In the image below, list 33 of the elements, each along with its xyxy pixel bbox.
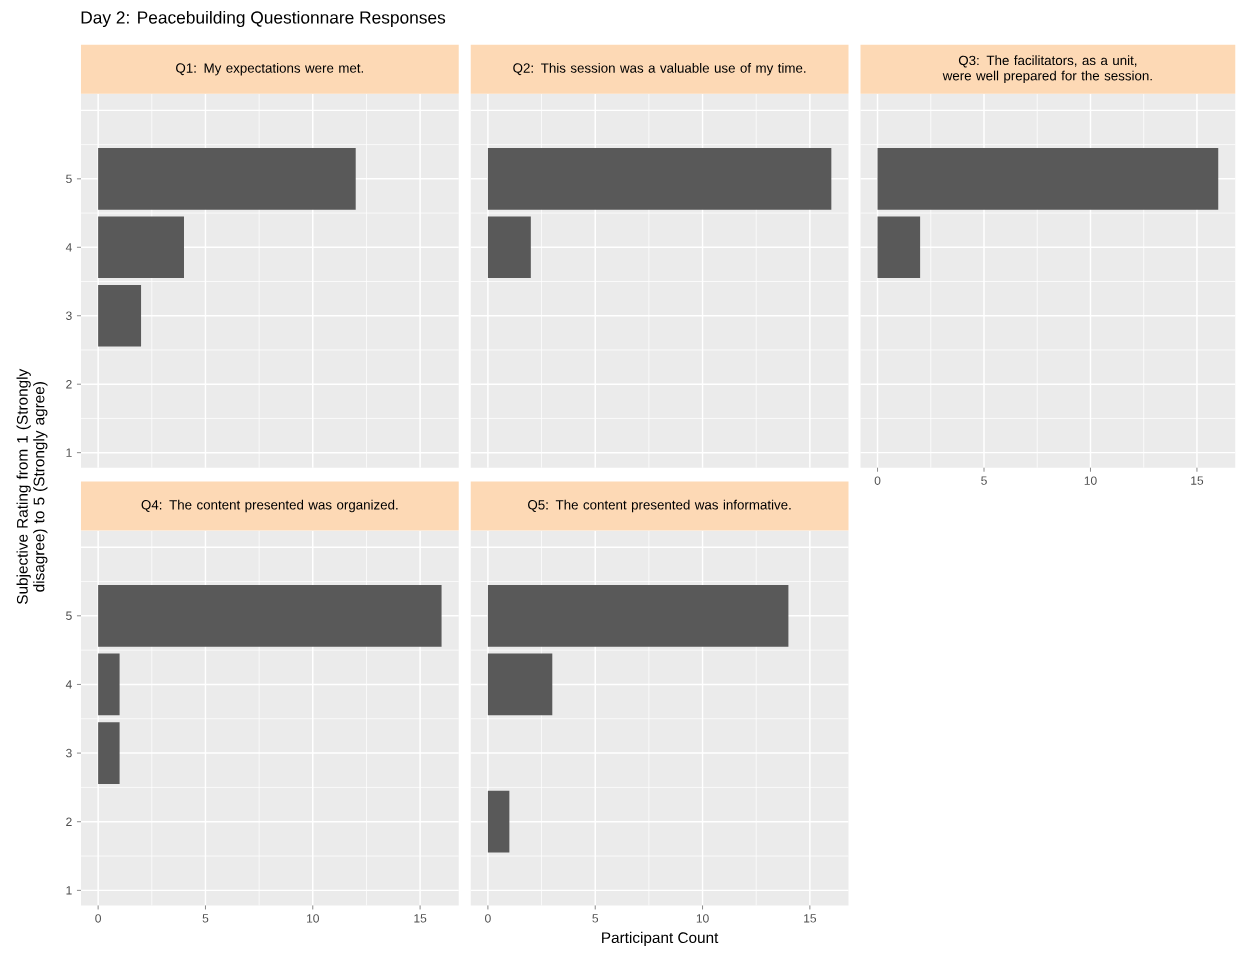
y-tick-label: 4 xyxy=(65,680,72,689)
bar xyxy=(487,584,789,647)
bar xyxy=(487,790,510,853)
y-tick-label: 2 xyxy=(66,817,72,826)
x-tick-label: 0 xyxy=(95,913,101,923)
y-tick-label: 3 xyxy=(66,311,72,320)
text: Day 2: Peacebuilding Questionnare Responses xyxy=(81,10,446,27)
x-tick-label: 5 xyxy=(981,476,987,485)
x-tick-label: 10 xyxy=(307,913,319,923)
x-tick-label: 15 xyxy=(1191,476,1204,485)
y-tick-label: 1 xyxy=(66,448,72,457)
y-axis-title: Subjective Rating from 1 (Strongly disagree) to 5 (Strongly agree) xyxy=(16,368,48,604)
x-axis-title: Participant Count xyxy=(602,931,719,946)
x-tick-label: 0 xyxy=(485,913,491,923)
chart-title: Q5: The content presented was informative. xyxy=(528,499,791,512)
y-tick-label: 4 xyxy=(65,242,72,252)
chart-title: Q2: This session was a valuable use of my time. xyxy=(513,62,806,76)
x-tick-label: 0 xyxy=(874,476,881,485)
bar xyxy=(487,653,553,716)
y-tick-label: 5 xyxy=(66,174,72,183)
x-tick-label: 5 xyxy=(202,913,209,923)
x-tick-label: 15 xyxy=(804,913,817,923)
x-tick-label: 5 xyxy=(592,913,599,923)
y-tick-label: 1 xyxy=(66,886,72,895)
chart-title: Q1: My expectations were met. xyxy=(176,62,364,76)
x-tick-label: 10 xyxy=(1084,476,1097,485)
x-tick-label: 15 xyxy=(414,913,427,923)
chart-title: Q3: The facilitators, as a unit, were well prepared for the session. xyxy=(942,55,1152,83)
chart-title: Q4: The content presented was organized. xyxy=(141,499,398,512)
y-tick-label: 3 xyxy=(66,748,72,758)
y-tick-label: 2 xyxy=(66,379,72,389)
y-tick-label: 5 xyxy=(66,611,72,620)
x-tick-label: 10 xyxy=(696,913,709,923)
